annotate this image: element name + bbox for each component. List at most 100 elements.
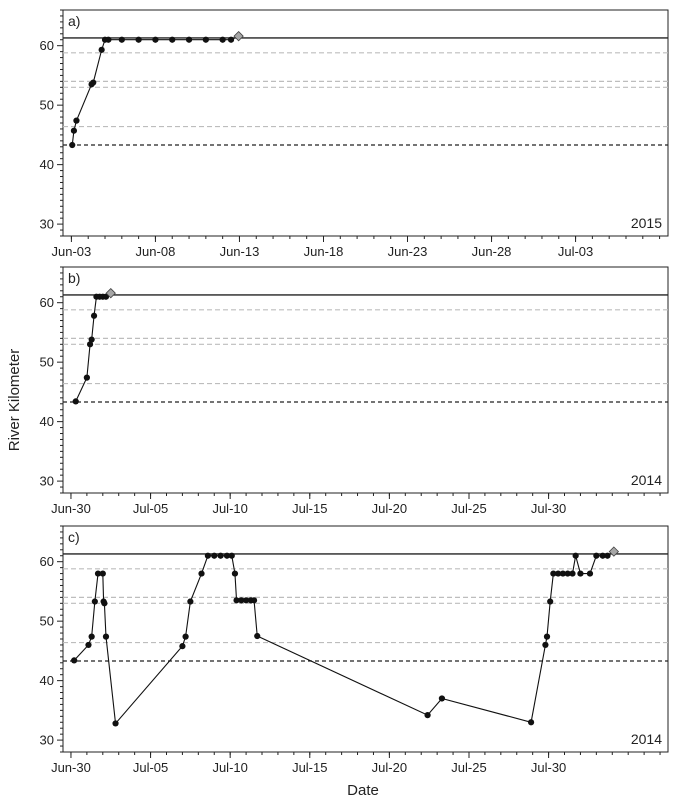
data-point [72, 398, 79, 405]
data-point [572, 552, 579, 559]
x-tick-label: Jul-10 [212, 760, 247, 775]
data-point [233, 597, 240, 604]
data-point [99, 570, 106, 577]
data-point [238, 597, 245, 604]
data-point [217, 552, 224, 559]
x-tick-label: Jun-23 [388, 244, 428, 259]
data-point [543, 633, 551, 640]
y-tick-label: 30 [40, 217, 54, 232]
data-point [88, 336, 95, 343]
data-point [228, 552, 235, 559]
series-group [71, 546, 620, 727]
data-point [250, 597, 258, 604]
data-point [204, 552, 211, 559]
data-point [211, 552, 218, 559]
series-group [69, 31, 244, 149]
data-point [604, 552, 611, 559]
data-point [593, 552, 600, 559]
data-point [438, 695, 446, 702]
panel-tag: c) [68, 529, 80, 545]
panel-tag: a) [68, 13, 80, 29]
data-point [86, 341, 94, 348]
panels: 30 40 50 60 Jun-03 Jun-08 Jun-13 Jun-18 Jun-23 Ju… [40, 9, 669, 775]
y-tick-label: 60 [40, 554, 54, 569]
panel-b: 30 40 50 60 Jun-30 Jul-05 Jul-10 Jul-15 Jul-20 Ju… [40, 266, 669, 516]
x-tick-label: Jun-18 [304, 244, 344, 259]
data-point [105, 36, 112, 43]
data-point [564, 570, 571, 577]
data-point [550, 570, 557, 577]
data-point [91, 598, 98, 605]
data-point [102, 293, 110, 300]
panel-tag: b) [68, 270, 80, 286]
data-point [182, 633, 189, 640]
data-point [88, 633, 95, 640]
data-point [547, 598, 554, 605]
data-point [542, 641, 549, 649]
data-point [83, 374, 90, 381]
data-point [198, 570, 205, 577]
data-point [85, 641, 92, 649]
data-point [112, 720, 119, 727]
x-tick-label: Jul-15 [292, 760, 327, 775]
x-tick-label: Jun-08 [136, 244, 176, 259]
data-point [202, 36, 209, 43]
panel-year-label: 2015 [631, 215, 662, 231]
data-point [185, 36, 193, 43]
x-tick-label: Jun-30 [51, 760, 91, 775]
data-point [94, 570, 102, 577]
y-tick-label: 50 [40, 98, 54, 113]
data-point [599, 552, 606, 559]
data-point [179, 643, 186, 650]
data-point [169, 36, 176, 43]
data-point [71, 657, 78, 664]
data-point [135, 36, 142, 43]
data-point [569, 570, 576, 577]
y-axis-title: River Kilometer [6, 349, 23, 452]
end-marker [233, 31, 244, 42]
series-group [72, 288, 116, 405]
x-tick-label: Jul-25 [451, 501, 486, 516]
panel-year-label: 2014 [631, 472, 662, 488]
y-tick-label: 40 [40, 157, 54, 172]
data-point [424, 712, 431, 719]
panel-a: 30 40 50 60 Jun-03 Jun-08 Jun-13 Jun-18 Jun-23 Ju… [40, 9, 669, 259]
data-point [69, 141, 76, 149]
y-tick-label: 40 [40, 673, 54, 688]
data-point [90, 312, 98, 319]
end-marker [608, 546, 620, 557]
y-tick-label: 50 [40, 355, 54, 370]
y-tick-label: 30 [40, 733, 54, 748]
data-point [577, 570, 584, 577]
data-point [242, 597, 250, 604]
x-tick-label: Jul-30 [531, 760, 566, 775]
x-tick-label: Jul-10 [212, 501, 247, 516]
y-tick-label: 60 [40, 38, 54, 53]
data-point [254, 632, 261, 640]
data-point [118, 36, 125, 43]
data-point [152, 36, 159, 43]
x-tick-label: Jul-30 [531, 501, 566, 516]
y-tick-label: 40 [40, 414, 54, 429]
x-tick-label: Jul-15 [292, 501, 327, 516]
y-tick-label: 50 [40, 614, 54, 629]
data-point [102, 633, 110, 640]
data-point [555, 570, 562, 577]
data-point [219, 36, 226, 43]
x-tick-label: Jul-03 [558, 244, 593, 259]
panel-c: 30 40 50 60 Jun-30 Jul-05 Jul-10 Jul-15 Jul-20 Ju… [40, 525, 669, 775]
data-point [586, 570, 594, 577]
data-point [223, 552, 231, 559]
x-tick-label: Jul-20 [372, 760, 407, 775]
x-tick-label: Jul-20 [372, 501, 407, 516]
data-point [101, 600, 108, 607]
data-point [73, 117, 80, 124]
data-point [98, 46, 105, 53]
x-tick-label: Jun-03 [52, 244, 92, 259]
x-tick-label: Jul-05 [133, 501, 168, 516]
plot-frame [62, 9, 669, 237]
x-tick-label: Jul-25 [451, 760, 486, 775]
x-tick-label: Jun-13 [220, 244, 260, 259]
end-marker [105, 288, 116, 299]
